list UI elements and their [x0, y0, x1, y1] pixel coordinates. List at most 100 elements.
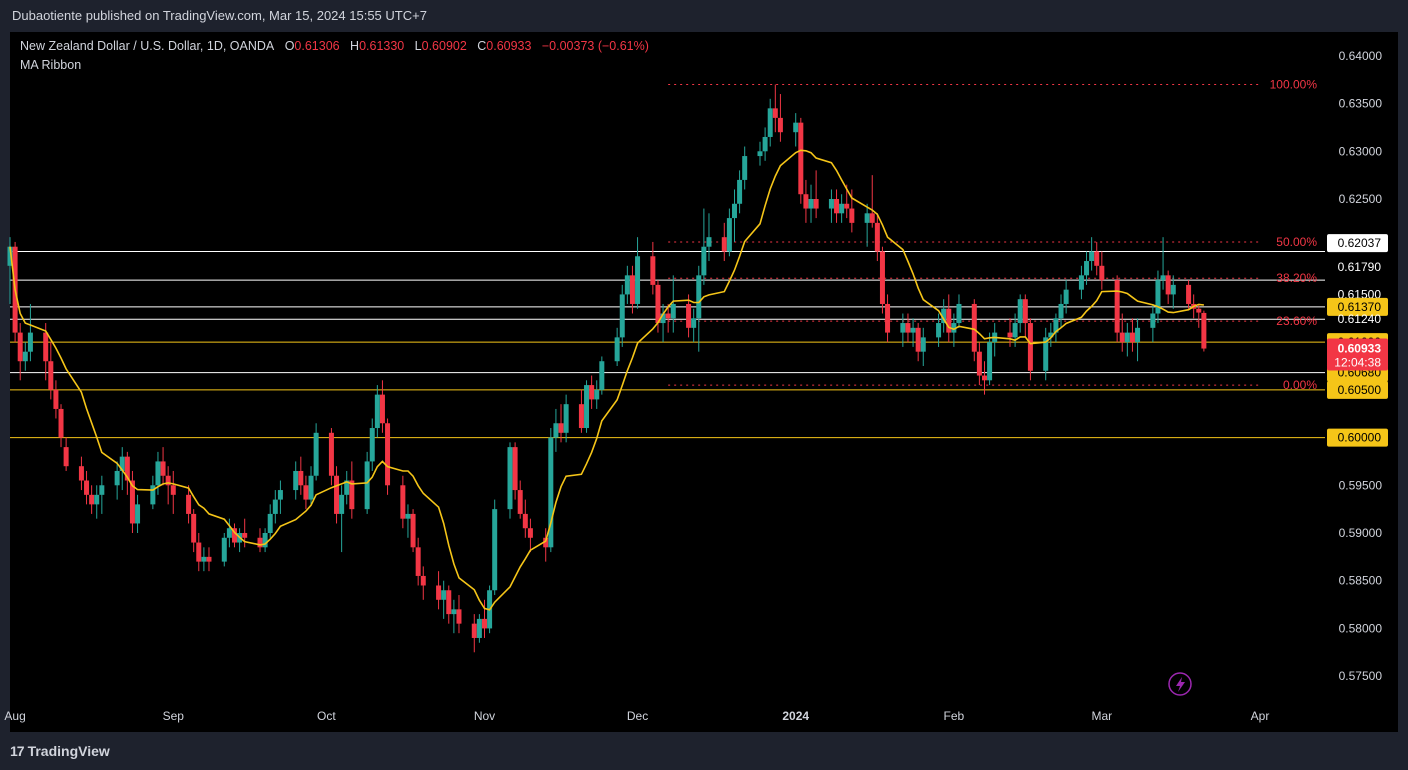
publisher-line: Dubaotiente published on TradingView.com…: [12, 8, 427, 23]
candle-body: [635, 256, 641, 304]
candle-body: [308, 475, 314, 500]
candle-body: [129, 480, 135, 524]
x-tick-label: 2024: [782, 709, 809, 723]
candle-body: [589, 385, 595, 400]
candle-body: [578, 404, 584, 429]
candle-body: [844, 203, 850, 209]
candle-body: [257, 537, 263, 548]
candle-body: [721, 237, 727, 252]
tradingview-logo-text: TradingView: [27, 743, 110, 759]
candle-body: [221, 537, 227, 562]
candle-body: [1170, 284, 1176, 295]
candle-body: [905, 323, 911, 333]
candle-body: [655, 284, 661, 324]
candle-body: [58, 408, 64, 438]
candle-body: [53, 389, 59, 409]
tradingview-footer[interactable]: 17 TradingView: [10, 740, 110, 762]
candle-body: [946, 308, 952, 333]
x-tick-label: Oct: [317, 709, 336, 723]
last-price-box: [1327, 338, 1388, 371]
candle-body: [17, 332, 23, 362]
candle-body: [1196, 308, 1202, 313]
candle-body: [1155, 280, 1161, 314]
candle-body: [1022, 299, 1028, 324]
candle-body: [981, 375, 987, 381]
candle-body: [22, 351, 28, 362]
price-label: 0.62037: [1338, 236, 1382, 250]
candle-body: [864, 213, 870, 223]
candle-body: [89, 494, 95, 505]
candle-body: [543, 537, 549, 548]
candle-body: [471, 623, 477, 638]
candle-body: [813, 199, 819, 209]
candle-body: [1084, 261, 1090, 276]
lightning-icon[interactable]: [1168, 672, 1192, 696]
candle-body: [885, 303, 891, 333]
price-label: 0.61790: [1338, 260, 1382, 274]
candle-body: [706, 237, 712, 247]
candle-body: [119, 456, 125, 471]
candle-body: [78, 466, 84, 481]
candle-body: [155, 461, 161, 486]
price-label: 0.60000: [1338, 431, 1382, 445]
candle-body: [507, 447, 513, 510]
candle-body: [1124, 332, 1130, 343]
candle-body: [828, 199, 834, 209]
ma-line: [9, 149, 1204, 611]
x-tick-label: Feb: [944, 709, 965, 723]
price-label: 0.61370: [1338, 300, 1382, 314]
candle-body: [599, 361, 605, 390]
candle-body: [94, 494, 100, 505]
candle-body: [558, 423, 564, 433]
x-tick-label: Aug: [4, 709, 25, 723]
candle-body: [1017, 299, 1023, 324]
price-labels: 0.620370.617900.615000.613700.612400.610…: [1327, 234, 1388, 447]
x-tick-label: Nov: [474, 709, 495, 723]
candle-body: [701, 246, 707, 276]
candle-body: [170, 485, 176, 495]
fib-label: 38.20%: [1276, 271, 1317, 285]
candle-body: [400, 485, 406, 519]
candle-body: [619, 294, 625, 338]
candle-body: [186, 494, 192, 514]
candle-body: [84, 480, 90, 495]
candle-body: [803, 194, 809, 209]
symbol-name[interactable]: New Zealand Dollar / U.S. Dollar, 1D, OA…: [20, 39, 275, 53]
close-value: 0.60933: [486, 39, 532, 53]
candle-body: [971, 303, 977, 352]
fib-label: 0.00%: [1283, 378, 1317, 392]
candle-body: [798, 122, 804, 195]
change-value: −0.00373 (−0.61%): [541, 39, 649, 53]
candle-body: [334, 475, 340, 514]
candle-body: [742, 156, 748, 180]
price-label-box: [1327, 428, 1388, 447]
candle-body: [303, 485, 309, 500]
chart-frame[interactable]: [10, 32, 1398, 732]
candle-body: [1119, 332, 1125, 343]
candle-body: [1129, 332, 1135, 343]
candle-body: [124, 456, 130, 481]
candle-body: [481, 618, 487, 629]
candle-body: [1012, 323, 1018, 338]
candle-body: [451, 609, 457, 615]
candle-body: [339, 494, 345, 514]
candle-body: [196, 542, 202, 562]
candle-body: [415, 547, 421, 576]
indicator-name[interactable]: MA Ribbon: [20, 58, 82, 72]
candle-body: [1165, 275, 1171, 295]
candle-body: [660, 313, 666, 324]
candle-body: [1201, 312, 1207, 349]
y-tick-label: 0.58000: [1339, 621, 1383, 635]
candle-body: [369, 428, 375, 462]
candle-body: [410, 513, 416, 548]
candle-body: [594, 389, 600, 400]
candle-body: [1063, 289, 1069, 304]
candle-body: [191, 513, 197, 543]
candle-body: [1053, 318, 1059, 333]
candle-body: [808, 199, 814, 209]
candle-body: [553, 423, 559, 438]
low-label: L: [414, 39, 422, 53]
y-tick-label: 0.59000: [1339, 526, 1383, 540]
candle-body: [951, 323, 957, 333]
